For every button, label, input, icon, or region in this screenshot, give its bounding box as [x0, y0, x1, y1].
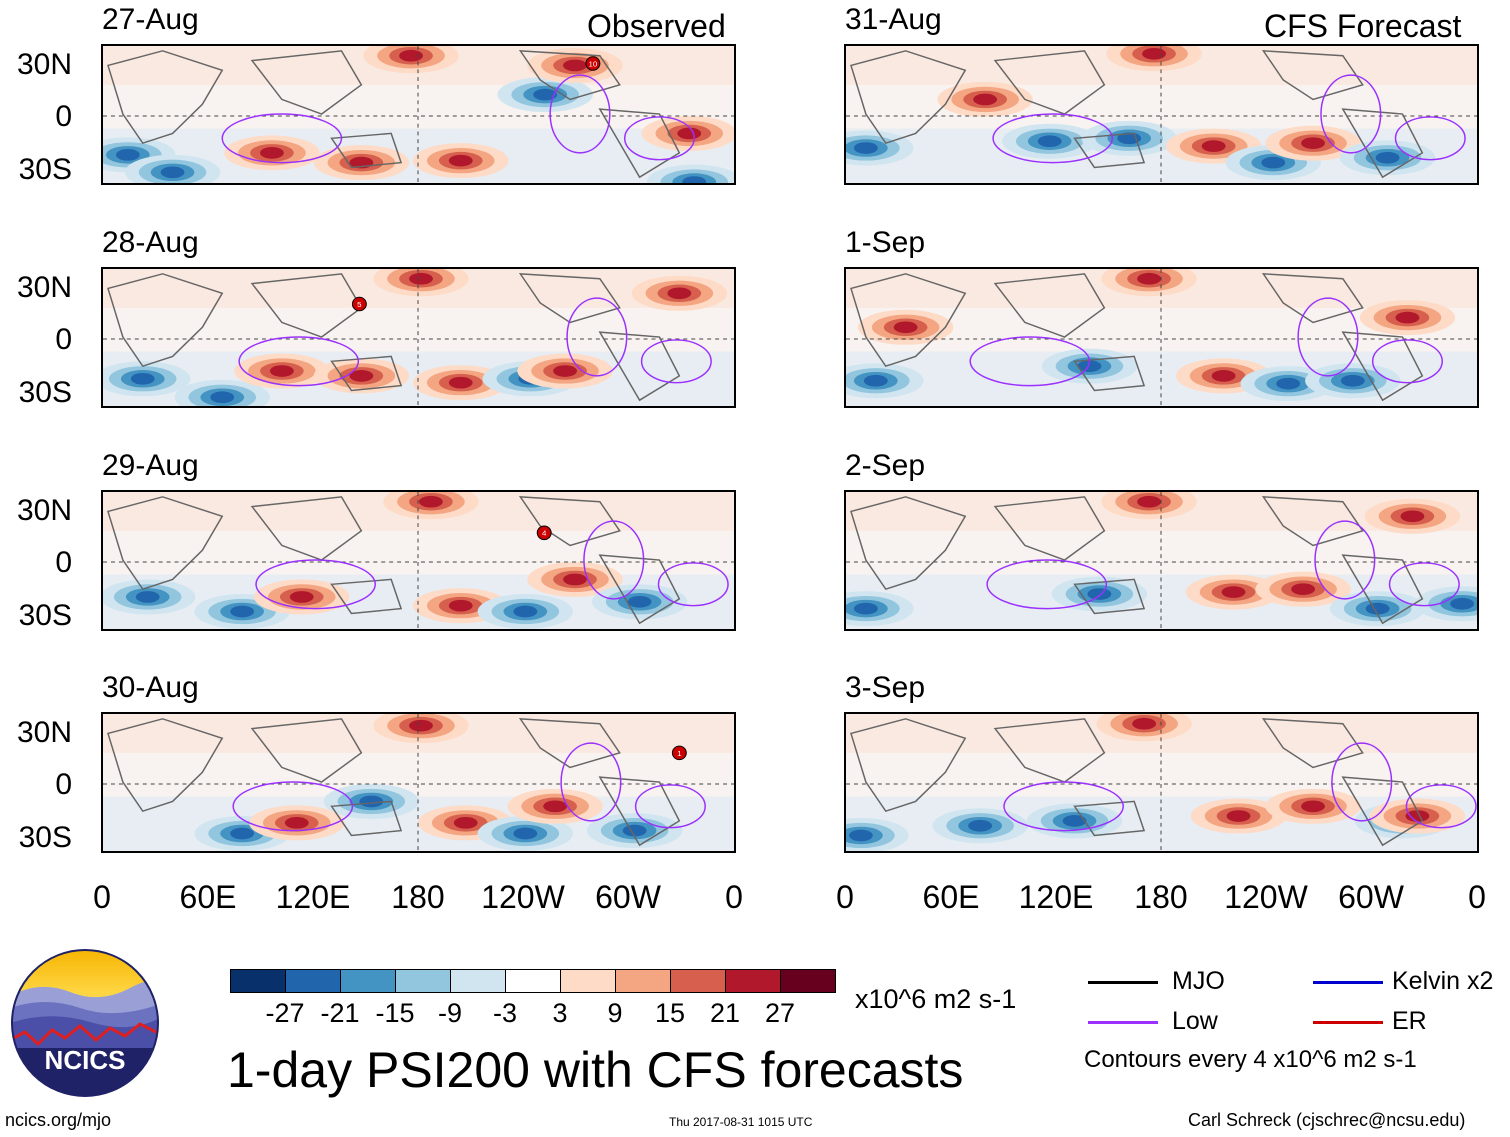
lat-0: 0 [55, 546, 72, 579]
lon-120w: 120W [1224, 879, 1308, 915]
colorbar-tick-label: -15 [375, 998, 415, 1028]
lat-0: 0 [55, 768, 72, 801]
panel-date-27aug: 27-Aug [102, 3, 199, 36]
lon-60w: 60W [1338, 879, 1404, 915]
colorbar-tick-label: -3 [492, 998, 518, 1028]
lat-30n: 30N [16, 494, 72, 527]
legend-line-mjo [1088, 981, 1158, 984]
panel-date-28aug: 28-Aug [102, 226, 199, 259]
logo-text: NCICS [45, 1045, 126, 1075]
storm-marker-label: 10 [588, 59, 597, 68]
panel-date-1sep: 1-Sep [845, 226, 926, 259]
map-graphic: 10 [103, 46, 734, 183]
lon-60e: 60E [922, 879, 980, 915]
map-panel-forecast-2sep [844, 490, 1479, 631]
panel-date-30aug: 30-Aug [102, 671, 199, 704]
colorbar-swatch [670, 969, 726, 993]
lon-0: 0 [93, 879, 111, 915]
storm-marker [671, 745, 687, 761]
legend-line-low [1088, 1021, 1158, 1024]
lat-30n: 30N [16, 716, 72, 749]
lon-0: 0 [836, 879, 854, 915]
map-panel-observed-30aug: 1 [101, 712, 736, 853]
colorbar-tick-label: 9 [607, 998, 623, 1028]
colorbar-tick-label: 15 [654, 998, 686, 1028]
lat-30s: 30S [18, 376, 72, 409]
map-panel-observed-29aug: 4 [101, 490, 736, 631]
map-panel-observed-27aug: 10 [101, 44, 736, 185]
lat-0: 0 [55, 323, 72, 356]
storm-marker [351, 296, 367, 312]
colorbar-swatch [395, 969, 451, 993]
colorbar-units: x10^6 m2 s-1 [855, 984, 1017, 1014]
observed-label: Observed [587, 8, 726, 44]
colorbar-swatch [285, 969, 341, 993]
lat-0: 0 [55, 100, 72, 133]
lat-30s: 30S [18, 153, 72, 186]
forecast-label: CFS Forecast [1264, 8, 1462, 44]
legend-line-kelvin [1313, 981, 1383, 984]
ncics-logo-graphic: NCICS [11, 949, 159, 1097]
legend-line-er [1313, 1021, 1383, 1024]
lon-0-end: 0 [1468, 879, 1486, 915]
colorbar-swatch [505, 969, 561, 993]
map-panel-observed-28aug: 5 [101, 267, 736, 408]
footer-url: ncics.org/mjo [5, 1110, 112, 1130]
storm-marker [536, 525, 552, 541]
map-graphic [846, 46, 1477, 183]
panel-date-2sep: 2-Sep [845, 449, 926, 482]
colorbar-swatch [615, 969, 671, 993]
map-graphic: 1 [103, 714, 734, 851]
legend-label-mjo: MJO [1172, 967, 1225, 995]
colorbar-swatch [340, 969, 396, 993]
colorbar-swatch [780, 969, 836, 993]
footer-credit: Carl Schreck (cjschrec@ncsu.edu) [1188, 1110, 1466, 1130]
colorbar-tick-label: -9 [437, 998, 463, 1028]
contour-note: Contours every 4 x10^6 m2 s-1 [1084, 1046, 1417, 1073]
lat-30n: 30N [16, 271, 72, 304]
lon-180: 180 [391, 879, 445, 915]
lon-180: 180 [1134, 879, 1188, 915]
storm-marker-label: 4 [542, 529, 547, 538]
storm-marker-label: 1 [677, 749, 681, 758]
colorbar-swatch [450, 969, 506, 993]
map-graphic [846, 269, 1477, 406]
lon-120w: 120W [481, 879, 565, 915]
legend-label-er: ER [1392, 1007, 1427, 1035]
footer-timestamp: Thu 2017-08-31 1015 UTC [669, 1115, 813, 1129]
panel-date-29aug: 29-Aug [102, 449, 199, 482]
map-graphic [846, 714, 1477, 851]
lat-30s: 30S [18, 821, 72, 854]
map-panel-forecast-1sep [844, 267, 1479, 408]
colorbar-swatch [230, 969, 286, 993]
panel-date-3sep: 3-Sep [845, 671, 926, 704]
ncics-logo: NCICS [10, 948, 160, 1098]
storm-marker [585, 56, 601, 71]
colorbar-tick-label: 3 [552, 998, 568, 1028]
main-title: 1-day PSI200 with CFS forecasts [227, 1042, 964, 1098]
storm-marker-label: 5 [357, 300, 362, 309]
lon-120e: 120E [1018, 879, 1094, 915]
lon-0-end: 0 [725, 879, 743, 915]
map-graphic: 4 [103, 492, 734, 629]
lon-60e: 60E [179, 879, 237, 915]
lon-120e: 120E [275, 879, 351, 915]
legend-label-low: Low [1172, 1007, 1218, 1035]
legend-label-kelvin: Kelvin x2 [1392, 967, 1494, 995]
map-graphic: 5 [103, 269, 734, 406]
map-panel-forecast-31aug [844, 44, 1479, 185]
colorbar-tick-label: -21 [320, 998, 360, 1028]
colorbar-tick-label: 21 [709, 998, 741, 1028]
lat-30n: 30N [16, 48, 72, 81]
map-panel-forecast-3sep [844, 712, 1479, 853]
colorbar-tick-label: 27 [764, 998, 796, 1028]
lat-30s: 30S [18, 599, 72, 632]
colorbar-tick-label: -27 [265, 998, 305, 1028]
map-graphic [846, 492, 1477, 629]
panel-date-31aug: 31-Aug [845, 3, 942, 36]
colorbar-swatch [560, 969, 616, 993]
lon-60w: 60W [595, 879, 661, 915]
colorbar-swatch [725, 969, 781, 993]
